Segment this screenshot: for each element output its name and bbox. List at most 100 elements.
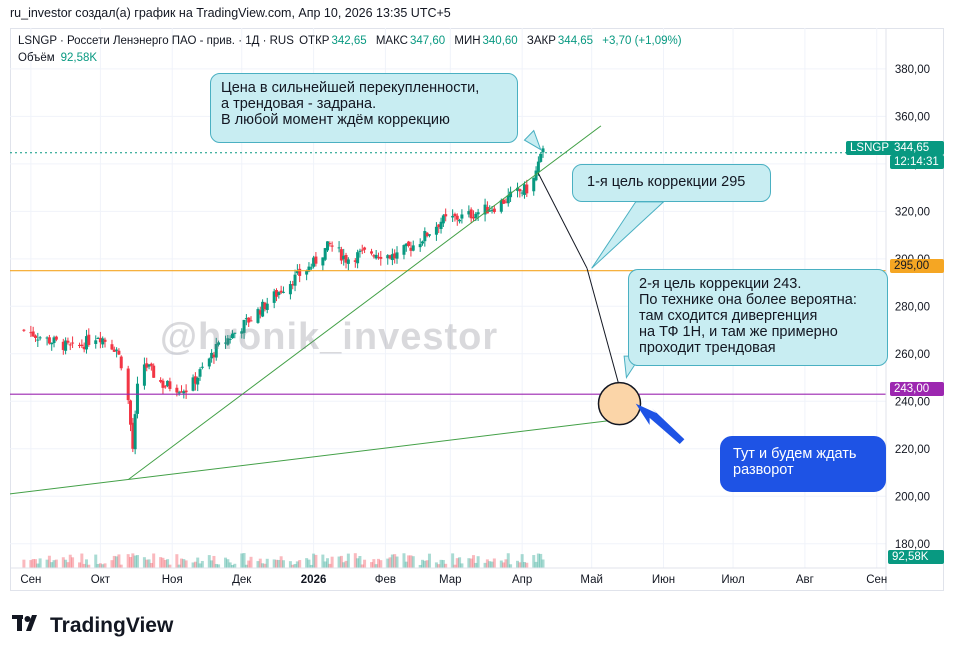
candle-body: [249, 320, 253, 322]
candle-body: [474, 213, 478, 218]
volume-bar: [161, 557, 165, 568]
level2-tag: 243,00: [890, 382, 944, 396]
volume-bar: [224, 557, 228, 568]
candle-body: [82, 346, 86, 350]
volume-bar: [198, 563, 202, 568]
candle-body: [490, 209, 494, 211]
candle-body: [230, 333, 234, 339]
candle-body: [444, 214, 448, 217]
candle-body: [228, 338, 232, 340]
tradingview-logo[interactable]: TradingView: [12, 612, 173, 640]
candle-body: [534, 170, 538, 181]
candle-body: [117, 350, 121, 355]
candle-body: [198, 369, 202, 377]
callout-overbought[interactable]: Цена в сильнейшей перекупленности, а тре…: [210, 73, 518, 143]
candle-body: [374, 254, 378, 259]
candle-body: [22, 329, 26, 331]
candle-body: [425, 232, 429, 237]
volume-bar: [492, 558, 496, 568]
volume-bar: [402, 553, 406, 568]
candle-body: [256, 309, 260, 323]
tradingview-logo-icon: [12, 612, 44, 640]
candle-body: [45, 337, 49, 339]
volume-bar: [142, 557, 146, 568]
x-tick-label: Апр: [512, 574, 532, 586]
candle-body: [520, 192, 524, 194]
candle-body: [390, 254, 394, 261]
arrow-to-target1: [537, 173, 588, 269]
candle-body: [168, 381, 172, 389]
volume-bar: [240, 553, 244, 568]
tradingview-wordmark: TradingView: [50, 614, 174, 637]
callout-reversal[interactable]: Тут и будем ждать разворот: [720, 436, 886, 492]
volume-bar: [61, 557, 65, 568]
volume-bar: [196, 557, 200, 568]
candle-body: [149, 363, 153, 366]
volume-bar: [390, 554, 394, 568]
volume-bar: [115, 556, 119, 568]
candle-body: [275, 290, 279, 297]
volume-bar: [427, 553, 431, 568]
volume-bar: [346, 553, 350, 568]
volume-bar: [342, 562, 346, 568]
x-axis: Сен Окт Ноя Дек 2026 Фев Мар Апр Май Июн Июл Авг Сен: [10, 567, 887, 586]
candle-body: [288, 284, 292, 295]
candle-body: [330, 245, 334, 247]
volume-bar: [50, 562, 54, 568]
candle-body: [476, 212, 480, 215]
callout-target1[interactable]: 1-я цель коррекции 295: [572, 164, 771, 202]
volume-bar: [379, 560, 383, 568]
candle-body: [409, 247, 413, 251]
volume-value: 92,58K: [60, 52, 98, 64]
close-value: 344,65: [557, 35, 594, 47]
volume-bar: [474, 562, 478, 568]
candle-body: [522, 184, 526, 195]
volume-bar: [483, 562, 487, 568]
volume-bar: [328, 563, 332, 568]
volume-legend: Объём 92,58K: [18, 52, 97, 64]
candle-body: [339, 249, 343, 261]
callout-target2[interactable]: 2-я цель коррекции 243. По технике она б…: [628, 269, 888, 366]
candle-body: [265, 303, 269, 310]
candle-body: [261, 301, 265, 317]
volume-bar: [460, 563, 464, 568]
volume-bar: [101, 564, 105, 568]
volume-bar: [393, 554, 397, 568]
candle-body: [539, 153, 543, 162]
volume-bar: [321, 554, 325, 568]
volume-bar: [217, 564, 221, 568]
candle-body: [226, 338, 230, 345]
candle-body: [451, 215, 455, 218]
candle-body: [293, 274, 297, 286]
candle-body: [502, 199, 506, 204]
candle-body: [233, 332, 237, 334]
y-axis: 380,00360,00340,00320,00300,00280,00260,…: [885, 28, 930, 591]
candle-body: [437, 224, 441, 228]
volume-bar: [230, 564, 234, 568]
volume-bar: [374, 564, 378, 568]
x-tick-label: Июл: [721, 574, 744, 586]
candle-body: [119, 356, 123, 369]
volume-bar: [404, 561, 408, 568]
candle-body: [485, 206, 489, 214]
volume-bar: [117, 554, 121, 568]
candle-body: [131, 422, 135, 449]
volume-bar: [288, 561, 292, 568]
volume-bar: [159, 557, 163, 568]
candle-body: [36, 339, 40, 341]
candle-body: [407, 241, 411, 246]
candle-body: [295, 270, 299, 274]
candle-body: [145, 363, 149, 368]
volume-bar: [66, 562, 70, 568]
volume-bar: [133, 555, 137, 568]
candle-body: [541, 148, 545, 153]
volume-bar: [179, 558, 183, 568]
volume-bar: [54, 559, 58, 568]
candle-body: [193, 376, 197, 384]
candle-body: [38, 337, 42, 339]
volume-bar: [337, 556, 341, 568]
volume-bar: [33, 559, 37, 568]
volume-bar: [64, 559, 68, 568]
volume-bar: [539, 553, 543, 568]
volume-bar: [360, 564, 364, 568]
